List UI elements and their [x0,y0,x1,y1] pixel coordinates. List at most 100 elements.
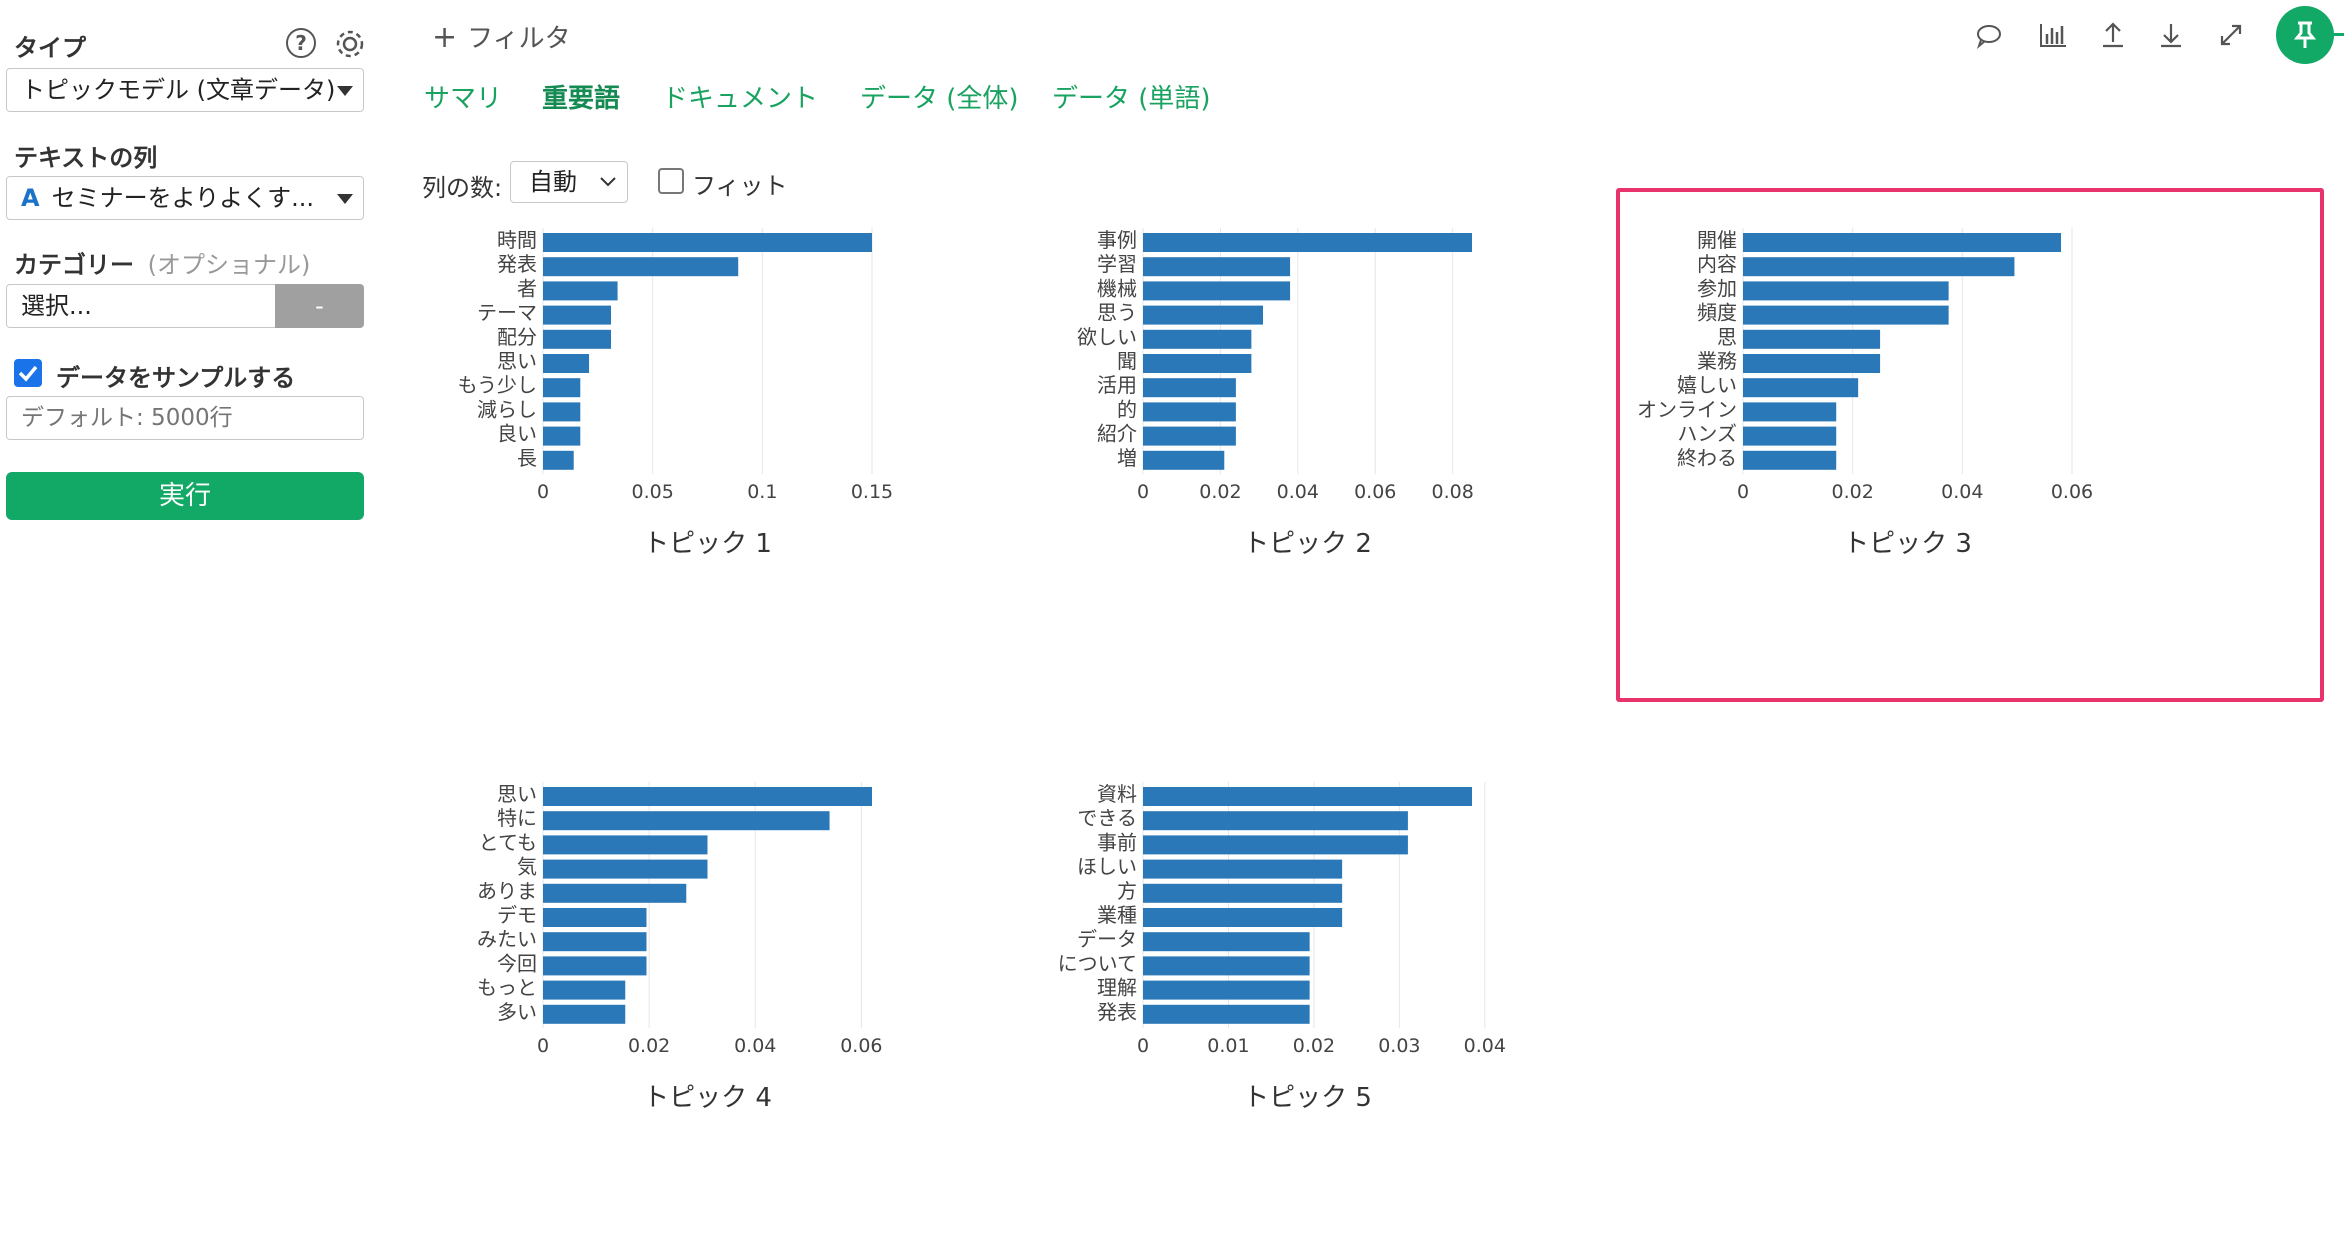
type-select[interactable]: トピックモデル (文章データ) [6,68,364,112]
chart-title: トピック 2 [1243,529,1372,559]
run-button[interactable]: 実行 [6,472,364,520]
category-label: 者 [517,276,537,300]
sample-checkbox[interactable] [14,359,42,387]
bar [543,787,872,806]
category-label: テーマ [477,301,537,325]
bar [1143,956,1310,976]
comment-icon[interactable] [1972,18,2006,52]
category-label: 減らし [477,397,537,421]
category-label: 嬉しい [1677,373,1737,397]
highlight-box [1616,188,2324,702]
text-column-label: テキストの列 [14,144,158,172]
category-label: デモ [497,903,537,927]
fit-checkbox[interactable] [658,168,684,194]
category-label: 事例 [1097,228,1137,252]
category-label: 方 [1117,879,1137,903]
bar [1743,305,1949,325]
x-tick-label: 0 [537,481,549,503]
category-label: 開催 [1697,228,1737,252]
category-label: 気 [517,855,537,879]
bar [1143,402,1236,422]
category-label: 長 [517,446,537,470]
tab-documents[interactable]: ドキュメント [662,84,819,114]
bar [1143,883,1343,903]
bar [1143,450,1225,470]
tab-data-all[interactable]: データ (全体) [860,84,1019,114]
bar [1743,450,1837,470]
category-label: 事前 [1097,830,1137,854]
chevron-down-icon [600,177,616,187]
text-column-select[interactable]: A セミナーをよりよくす... [6,176,364,220]
pin-icon[interactable] [2276,6,2334,64]
bar [543,1004,626,1024]
x-tick-label: 0.15 [851,481,893,503]
bar [1743,329,1881,349]
x-tick-label: 0.08 [1431,481,1473,503]
bar [1743,257,2015,277]
bar [543,859,708,879]
upload-icon[interactable] [2096,18,2130,52]
bar [1743,426,1837,446]
chart-icon[interactable] [2036,18,2070,52]
tab-data-words[interactable]: データ (単語) [1052,84,1211,114]
category-label: 聞 [1117,349,1137,373]
tab-summary[interactable]: サマリ [424,84,503,114]
bar [1143,305,1263,325]
x-tick-label: 0.1 [747,481,777,503]
chart-title: トピック 5 [1243,1083,1372,1113]
bar [1143,1004,1310,1024]
category-label: もっと [477,976,537,1000]
category-label: 多い [497,1000,537,1024]
category-label: カテゴリー [14,251,134,279]
sample-label: データをサンプルする [56,364,296,392]
category-label: 良い [497,422,537,446]
bar [1743,354,1881,373]
x-tick-label: 0 [1137,481,1149,503]
x-tick-label: 0.03 [1378,1035,1420,1057]
x-tick-label: 0.02 [1293,1035,1335,1057]
category-label: データ [1077,927,1137,951]
category-label: 思い [497,349,537,373]
pin-glyph [2293,21,2317,48]
filter-button[interactable]: + フィルタ [432,18,571,55]
category-label: みたい [477,927,537,951]
category-label: 参加 [1697,276,1737,300]
type-select-value: トピックモデル (文章データ) [21,76,336,104]
bar [543,908,647,927]
category-select[interactable]: 選択... [6,284,276,328]
text-type-icon: A [21,184,40,212]
chart-topic-5: 資料 できる 事前 ほしい方業種 データ について 理解 発表 0 0.01 0.02 0.03 0.0… [1020,774,1660,1256]
sample-size-input[interactable] [6,396,364,440]
tab-keywords[interactable]: 重要語 [542,84,621,114]
bar [1143,257,1291,277]
category-label: できる [1077,806,1137,830]
chart-title: トピック 1 [643,529,772,559]
category-label: とても [479,830,537,854]
download-icon[interactable] [2154,18,2188,52]
bar [1143,980,1310,1000]
x-tick-label: 0 [1737,481,1749,503]
x-tick-label: 0 [537,1035,549,1057]
expand-icon[interactable] [2214,18,2248,52]
category-label: 的 [1117,397,1137,421]
bar [1143,378,1236,398]
fit-label: フィット [692,172,788,200]
text-column-value: セミナーをよりよくす... [51,184,314,212]
bar [1143,908,1343,927]
category-label: ほしい [1077,855,1137,879]
chart-topic-3: 開催 内容 参加 頻度思業務 嬉しい オンライン ハンズ 終わる 0 0.02 0.04 0.06 トピ… [1620,220,2260,710]
columns-select-value: 自動 [529,168,577,196]
category-label: 今回 [497,951,537,975]
category-clear-button[interactable]: - [275,284,364,328]
columns-select[interactable]: 自動 [510,161,628,203]
bar [1143,426,1236,446]
chart-topic-2: 事例 学習 機械 思う 欲しい聞活用的紹介増 0 0.02 0.04 0.06 0.08 トピック … [1020,220,1660,710]
question-icon[interactable]: ? [286,28,316,58]
bar [1143,932,1310,952]
bar [543,811,830,831]
gear-icon[interactable] [333,27,367,61]
bar [543,932,647,952]
